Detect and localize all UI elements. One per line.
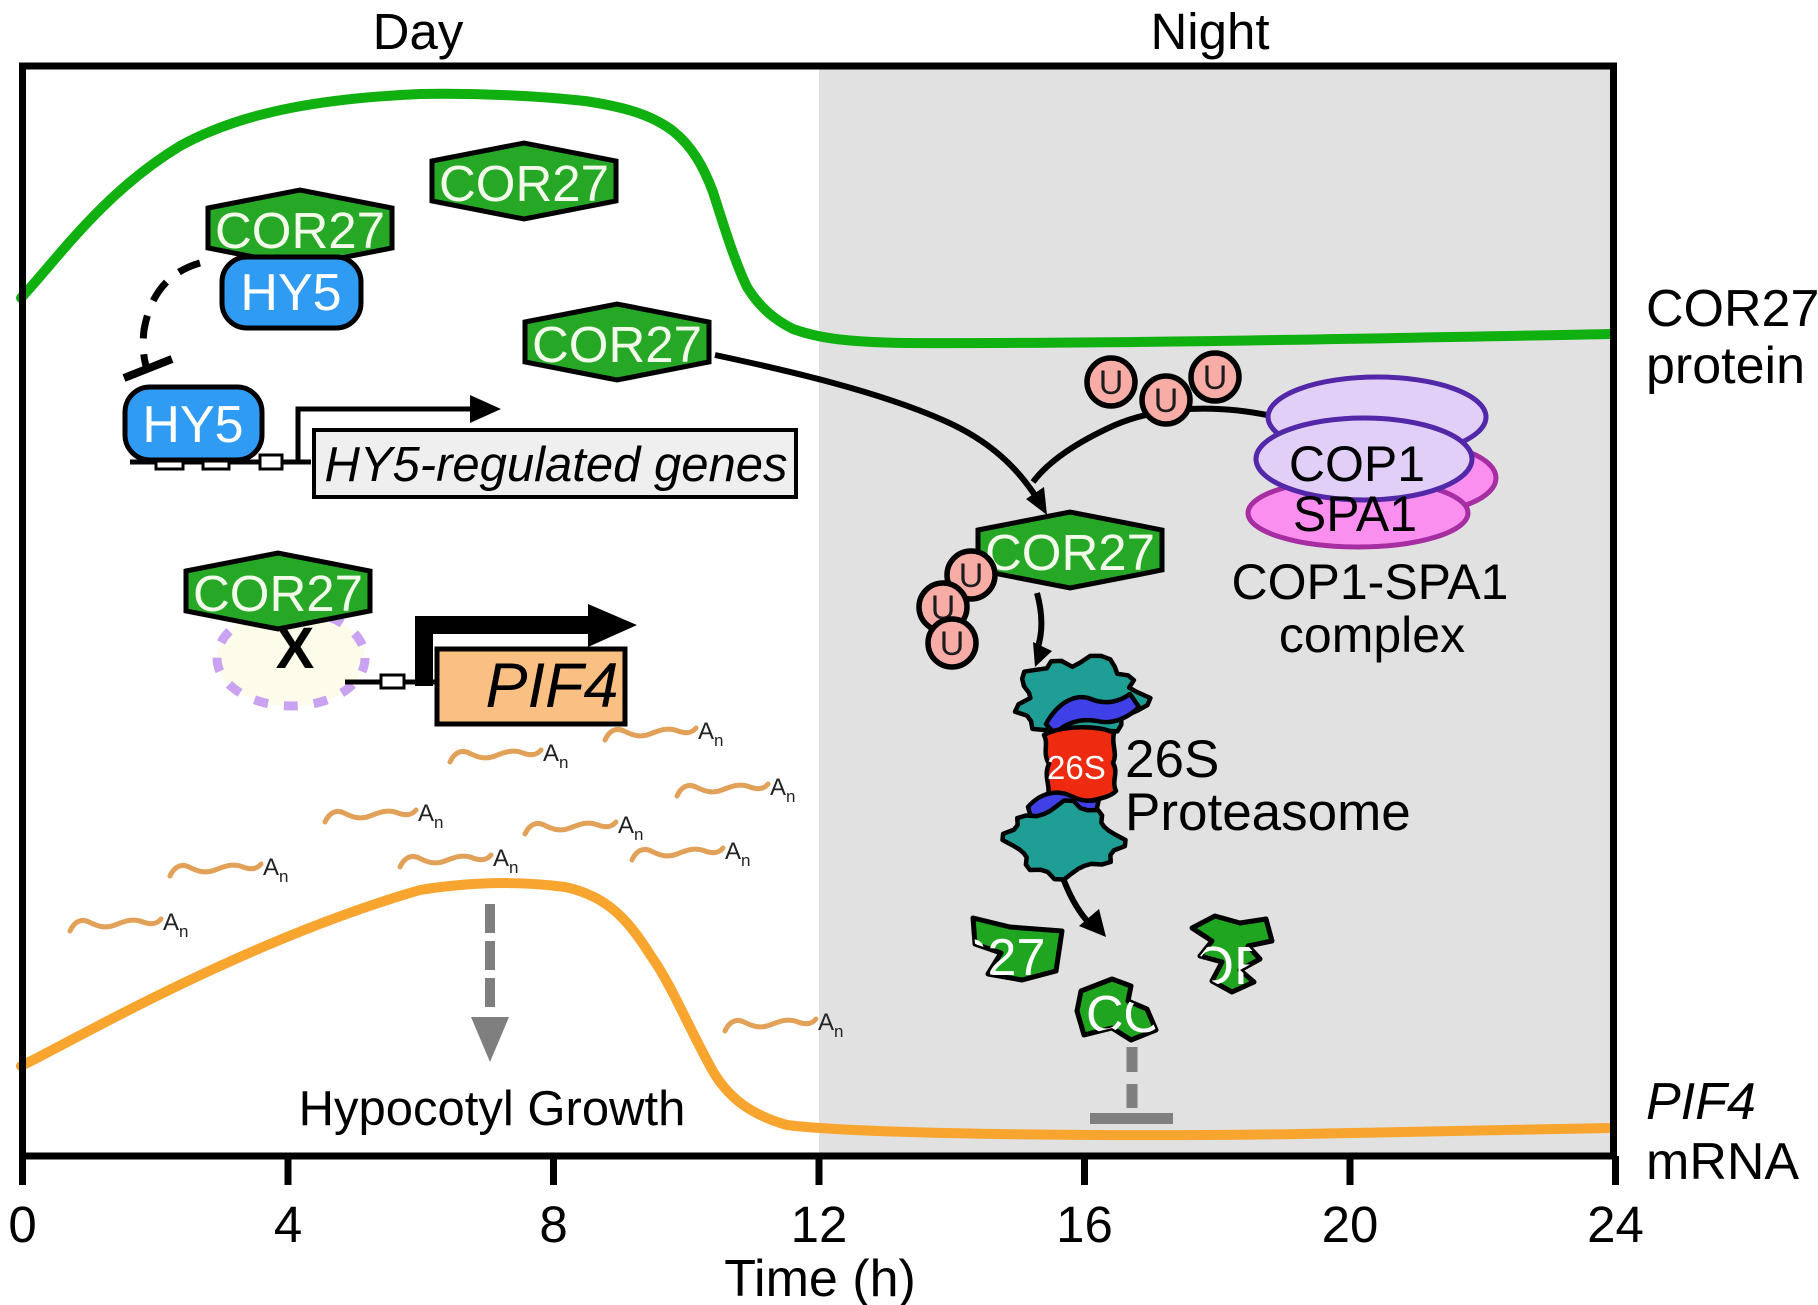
svg-text:COP1-SPA1: COP1-SPA1 <box>1232 554 1509 610</box>
svg-text:U: U <box>959 557 984 595</box>
svg-text:U: U <box>1154 382 1179 420</box>
svg-text:HY5: HY5 <box>142 396 243 454</box>
svg-text:An: An <box>725 838 750 870</box>
svg-text:20: 20 <box>1322 1196 1379 1253</box>
svg-text:26S: 26S <box>1047 749 1106 786</box>
svg-text:Night: Night <box>1150 3 1269 60</box>
svg-text:Day: Day <box>373 3 464 60</box>
svg-text:mRNA: mRNA <box>1646 1133 1799 1191</box>
svg-text:COR27: COR27 <box>215 202 385 259</box>
svg-text:HY5-regulated genes: HY5-regulated genes <box>324 438 787 492</box>
svg-text:U: U <box>1203 359 1228 397</box>
svg-text:protein: protein <box>1646 337 1805 395</box>
svg-text:PIF4: PIF4 <box>485 651 618 721</box>
svg-text:PIF4: PIF4 <box>1646 1073 1756 1131</box>
svg-text:complex: complex <box>1279 607 1465 663</box>
svg-text:Proteasome: Proteasome <box>1125 783 1411 842</box>
svg-text:0: 0 <box>8 1196 36 1253</box>
svg-text:COR27: COR27 <box>985 524 1155 581</box>
svg-text:SPA1: SPA1 <box>1293 486 1417 542</box>
svg-text:U: U <box>1099 364 1124 402</box>
svg-text:COR27: COR27 <box>439 155 609 212</box>
svg-text:COR27: COR27 <box>1646 280 1818 338</box>
svg-text:4: 4 <box>274 1196 302 1253</box>
svg-text:COP1: COP1 <box>1289 436 1425 492</box>
svg-text:8: 8 <box>539 1196 567 1253</box>
svg-text:HY5: HY5 <box>240 264 341 322</box>
svg-text:COR27: COR27 <box>193 565 363 622</box>
svg-text:16: 16 <box>1056 1196 1113 1253</box>
svg-text:26S: 26S <box>1125 730 1219 789</box>
svg-text:U: U <box>940 625 965 663</box>
svg-text:COR27: COR27 <box>532 316 702 373</box>
svg-text:Hypocotyl Growth: Hypocotyl Growth <box>299 1082 686 1136</box>
svg-text:An: An <box>543 740 568 772</box>
svg-text:Time (h): Time (h) <box>724 1250 916 1305</box>
svg-text:12: 12 <box>791 1196 848 1253</box>
svg-text:24: 24 <box>1587 1196 1644 1253</box>
